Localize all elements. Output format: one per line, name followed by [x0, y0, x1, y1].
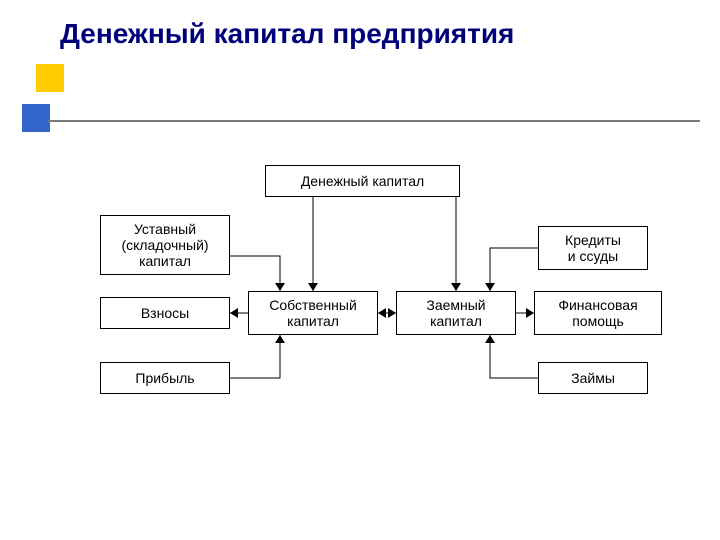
node-label: Прибыль — [135, 370, 194, 386]
node-zaem: Заемный капитал — [396, 291, 516, 335]
node-label: Собственный капитал — [269, 297, 357, 329]
node-label: Займы — [571, 370, 615, 386]
accent-square-yellow — [36, 64, 64, 92]
node-label: Взносы — [141, 305, 189, 321]
node-root: Денежный капитал — [265, 165, 460, 197]
node-label: Заемный капитал — [426, 297, 485, 329]
accent-square-blue — [22, 104, 50, 132]
node-sobstv: Собственный капитал — [248, 291, 378, 335]
node-label: Финансовая помощь — [558, 297, 637, 329]
node-label: Денежный капитал — [301, 173, 424, 189]
node-ustav: Уставный (складочный) капитал — [100, 215, 230, 275]
node-pribyl: Прибыль — [100, 362, 230, 394]
slide-title: Денежный капитал предприятия — [60, 18, 514, 50]
node-label: Уставный (складочный) капитал — [121, 221, 208, 269]
node-finhelp: Финансовая помощь — [534, 291, 662, 335]
node-kredit: Кредиты и ссуды — [538, 226, 648, 270]
node-vznos: Взносы — [100, 297, 230, 329]
node-label: Кредиты и ссуды — [565, 232, 621, 264]
node-zaimy: Займы — [538, 362, 648, 394]
title-underline — [48, 120, 700, 122]
